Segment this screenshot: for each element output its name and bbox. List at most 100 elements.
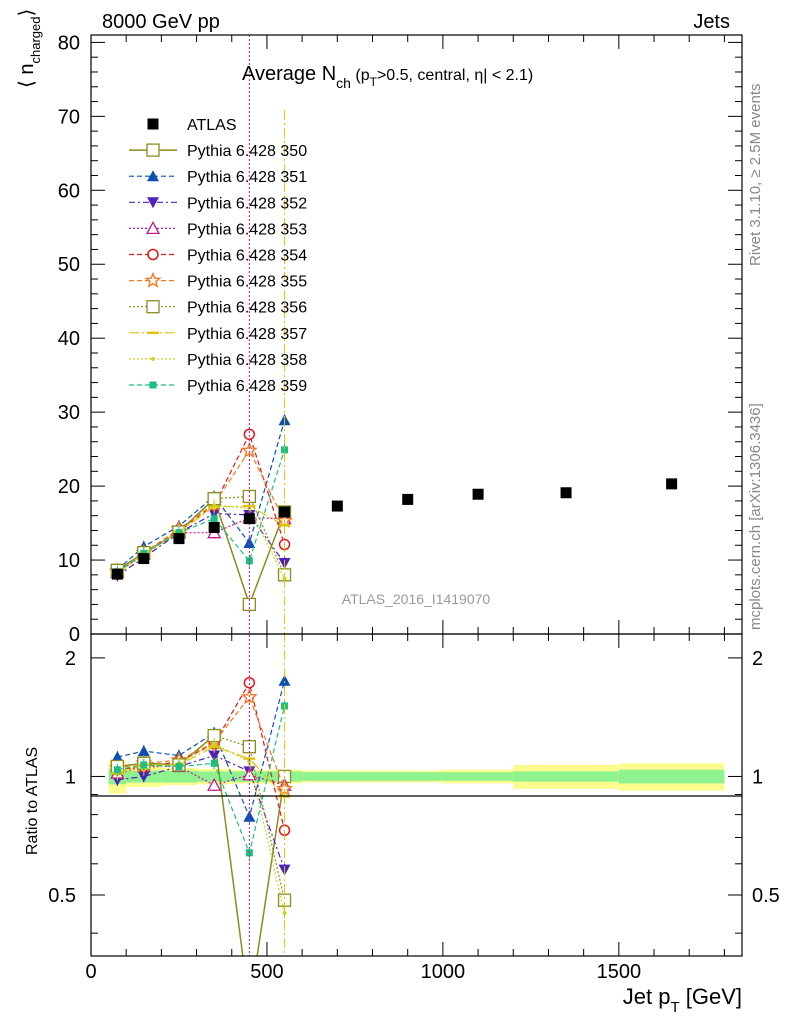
legend-marker-356 [146, 300, 160, 314]
xtick-label-500: 500 [250, 961, 283, 983]
ytick-label-main-60: 60 [58, 180, 80, 202]
band-inner-3 [196, 771, 232, 782]
xlabel-main: Jet p [623, 984, 671, 1009]
legend-label-1: Pythia 6.428 350 [187, 143, 307, 160]
atlas-point-7 [402, 493, 414, 505]
ratio-line-354 [117, 681, 286, 831]
legend-marker-353 [145, 221, 161, 235]
ytick-label-main-70: 70 [58, 106, 80, 128]
ytick-label-ratio-r-1: 1 [752, 766, 763, 788]
header-left: 8000 GeV pp [102, 11, 220, 33]
title-cond-a: (p [351, 67, 370, 84]
main-point-355-4 [240, 441, 258, 458]
ratio-point-351-5 [278, 674, 291, 686]
xtick-label-0: 0 [85, 961, 96, 983]
ratio-point-358-3 [212, 741, 217, 746]
main-point-359-2 [175, 529, 183, 537]
legend-label-7: Pythia 6.428 356 [187, 300, 307, 317]
legend-label-8: Pythia 6.428 357 [187, 326, 307, 343]
legend-marker-350 [146, 143, 160, 157]
ytick-label-ratio-l-2: 2 [65, 648, 76, 670]
main-y-axis-label: ⟨ ncharged⟩ [16, 9, 43, 88]
series-layer [108, 35, 294, 1013]
legend-marker-atlas [147, 118, 159, 130]
ratio-series-group [108, 674, 294, 1013]
ytick-label-main-0: 0 [69, 624, 80, 646]
legend-label-0: ATLAS [187, 117, 237, 134]
ratio-line-359 [117, 705, 286, 855]
ratio-line-357 [117, 746, 285, 797]
atlas-point-6 [331, 500, 343, 512]
band-inner-10 [618, 769, 725, 784]
legend-marker-359 [149, 381, 157, 389]
title-cond-c: | < 2.1) [483, 67, 533, 84]
chart-title: Average Nch (pT>0.5, central, η| < 2.1) [242, 63, 533, 91]
ratio-frame [90, 633, 743, 957]
band-inner-7 [372, 772, 443, 781]
main-point-351-4 [243, 537, 256, 549]
x-axis-label: Jet pT [GeV] [623, 984, 742, 1016]
ratio-point-353-3 [207, 777, 222, 791]
legend-label-10: Pythia 6.428 359 [187, 378, 307, 395]
analysis-watermark: ATLAS_2016_I1419070 [342, 591, 491, 607]
ratio-point-359-3 [210, 759, 218, 767]
ytick-label-main-50: 50 [58, 254, 80, 276]
title-sub: ch [336, 75, 351, 91]
ratio-point-356-4 [242, 740, 257, 754]
ytick-label-main-10: 10 [58, 550, 80, 572]
header-right: Jets [693, 11, 730, 33]
band-inner-8 [442, 772, 514, 781]
ratio-point-359-2 [175, 762, 183, 770]
ratio-line-355 [117, 695, 286, 790]
main-point-359-5 [281, 446, 289, 454]
atlas-data-layer [111, 478, 678, 580]
band-inner-6 [302, 772, 373, 781]
ratio-point-351-0 [111, 751, 124, 763]
atlas-point-1 [138, 553, 150, 565]
xtick-label-1500: 1500 [597, 961, 642, 983]
main-line-353 [117, 517, 285, 574]
ratio-point-358-4 [247, 759, 252, 764]
ratio-point-352-3 [208, 750, 221, 762]
ytick-label-ratio-r-0.5: 0.5 [752, 885, 780, 907]
axis-ticks [90, 35, 742, 956]
title-main: Average N [242, 63, 336, 85]
legend-label-2: Pythia 6.428 351 [187, 169, 307, 186]
main-point-358-3 [212, 503, 217, 508]
legend-marker-352 [147, 197, 159, 209]
title-cond-sub: T [370, 75, 378, 89]
ytick-label-ratio-r-2: 2 [752, 648, 763, 670]
ratio-point-350-4 [243, 1001, 255, 1013]
legend-label-3: Pythia 6.428 352 [187, 195, 307, 212]
mcplots-text: mcplots.cern.ch [arXiv:1306.3436] [747, 403, 764, 630]
ylabel-open: ⟨ n [16, 64, 38, 88]
legend-marker-358 [151, 356, 155, 361]
ratio-y-axis-label: Ratio to ATLAS [24, 747, 41, 855]
main-series-group [108, 414, 294, 612]
atlas-point-0 [111, 568, 123, 580]
atlas-point-10 [666, 478, 678, 490]
ratio-point-351-1 [137, 745, 150, 757]
atlas-point-5 [279, 506, 291, 518]
legend-marker-355 [144, 271, 162, 288]
ylabel-close: ⟩ [16, 9, 38, 17]
ytick-label-ratio-l-0.5: 0.5 [48, 885, 76, 907]
title-cond-b: >0.5, central, [377, 67, 474, 84]
legend-label-4: Pythia 6.428 353 [187, 221, 307, 238]
ratio-line-351 [117, 680, 286, 819]
atlas-point-3 [208, 522, 220, 534]
ratio-point-352-1 [137, 771, 150, 783]
ratio-point-359-1 [140, 761, 148, 769]
title-eta: η [474, 67, 483, 84]
band-inner-9 [513, 771, 619, 782]
ytick-label-main-20: 20 [58, 476, 80, 498]
main-point-354-4 [243, 428, 256, 441]
rivet-version-text: Rivet 3.1.10, ≥ 2.5M events [747, 84, 764, 267]
ratio-line-353 [117, 765, 285, 786]
legend-label-6: Pythia 6.428 355 [187, 274, 307, 291]
xlabel-unit: [GeV] [680, 984, 742, 1009]
ratio-uncertainty-bands [108, 760, 725, 794]
atlas-point-4 [243, 513, 255, 525]
